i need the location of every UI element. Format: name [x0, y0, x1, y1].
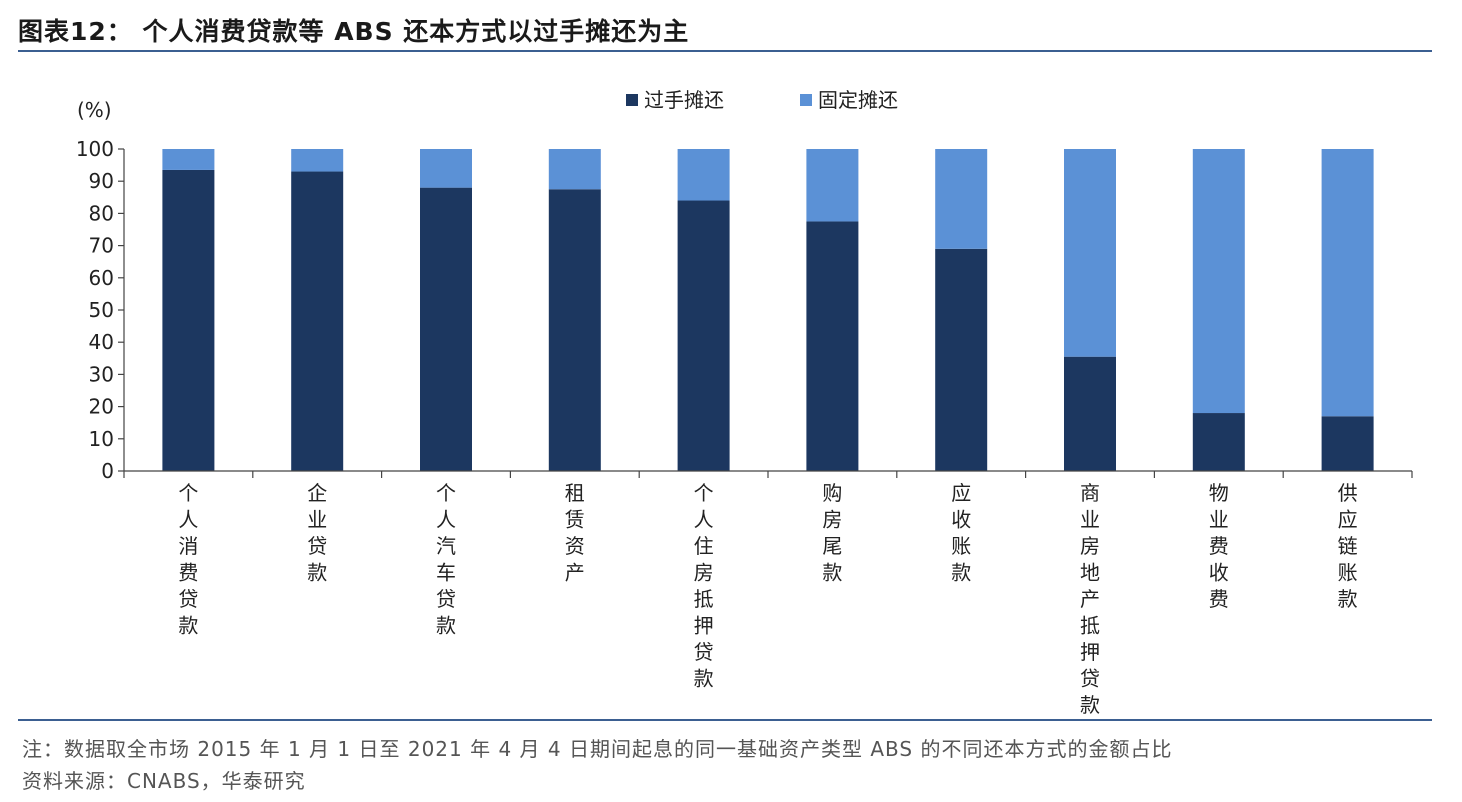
- title-divider: [18, 50, 1432, 52]
- bar-pass-through: [935, 248, 988, 471]
- footer-divider: [18, 719, 1432, 721]
- y-axis-unit-label: (%): [77, 98, 112, 122]
- bar-pass-through: [291, 171, 344, 472]
- y-tick-label: 70: [89, 234, 114, 258]
- y-tick-label: 50: [89, 298, 114, 322]
- stacked-bar-chart: (%) 过手摊还 固定摊还 0 10 20 30 40 50 60 70 80 90 100 个人消费…: [76, 88, 1413, 715]
- bar-pass-through: [162, 169, 215, 471]
- bar-fixed: [677, 149, 730, 201]
- y-tick-label: 80: [89, 201, 114, 225]
- x-tick-label: 个人消费贷款: [178, 481, 198, 638]
- y-tick-label: 90: [89, 169, 114, 193]
- bar-pass-through: [420, 187, 472, 471]
- bar-fixed: [1192, 149, 1245, 414]
- y-tick-label: 10: [89, 427, 114, 451]
- bar-fixed: [806, 149, 859, 222]
- bar-fixed: [935, 149, 988, 249]
- bar-pass-through: [1192, 413, 1245, 471]
- bar-fixed: [1064, 149, 1116, 357]
- bar-fixed: [1321, 149, 1374, 417]
- legend: 过手摊还 固定摊还: [626, 88, 898, 112]
- x-tick-label: 租赁资产: [565, 481, 585, 585]
- x-axis: 个人消费贷款 企业贷款 个人汽车贷款 租赁资产 个人住房抵押贷款 购房尾款 应收账款 商业房地…: [123, 470, 1413, 715]
- y-tick-label: 100: [76, 137, 114, 161]
- legend-label: 过手摊还: [644, 88, 724, 112]
- y-tick-label: 40: [89, 330, 114, 354]
- x-tick-label: 企业贷款: [307, 481, 327, 585]
- y-tick-label: 20: [89, 395, 114, 419]
- bar-pass-through: [806, 221, 859, 471]
- bar-fixed: [291, 149, 344, 172]
- x-tick-label: 个人汽车贷款: [436, 481, 456, 638]
- bar-pass-through: [1321, 416, 1374, 471]
- x-tick-label: 供应链账款: [1338, 481, 1358, 611]
- y-tick-label: 0: [101, 459, 114, 483]
- bar-pass-through: [677, 200, 730, 471]
- bar-fixed: [420, 149, 472, 188]
- x-tick-label: 应收账款: [951, 481, 971, 585]
- y-tick-label: 30: [89, 362, 114, 386]
- footnote: 注：数据取全市场 2015 年 1 月 1 日至 2021 年 4 月 4 日期…: [22, 737, 1173, 761]
- x-tick-label: 物业费收费: [1209, 481, 1229, 611]
- y-tick-label: 60: [89, 266, 114, 290]
- legend-swatch: [800, 94, 812, 106]
- legend-label: 固定摊还: [818, 88, 898, 112]
- bars: [162, 149, 1374, 472]
- source-text: 资料来源：CNABS，华泰研究: [22, 769, 306, 793]
- x-tick-label: 个人住房抵押贷款: [694, 481, 714, 691]
- bar-pass-through: [548, 189, 601, 471]
- x-tick-label: 购房尾款: [822, 481, 842, 585]
- y-axis: 0 10 20 30 40 50 60 70 80 90 100: [76, 137, 125, 483]
- x-tick-label: 商业房地产抵押贷款: [1080, 481, 1100, 715]
- bar-pass-through: [1064, 356, 1116, 471]
- bar-fixed: [162, 149, 215, 170]
- bar-fixed: [548, 149, 601, 190]
- chart-title: 图表12： 个人消费贷款等 ABS 还本方式以过手摊还为主: [18, 17, 690, 46]
- legend-swatch: [626, 94, 638, 106]
